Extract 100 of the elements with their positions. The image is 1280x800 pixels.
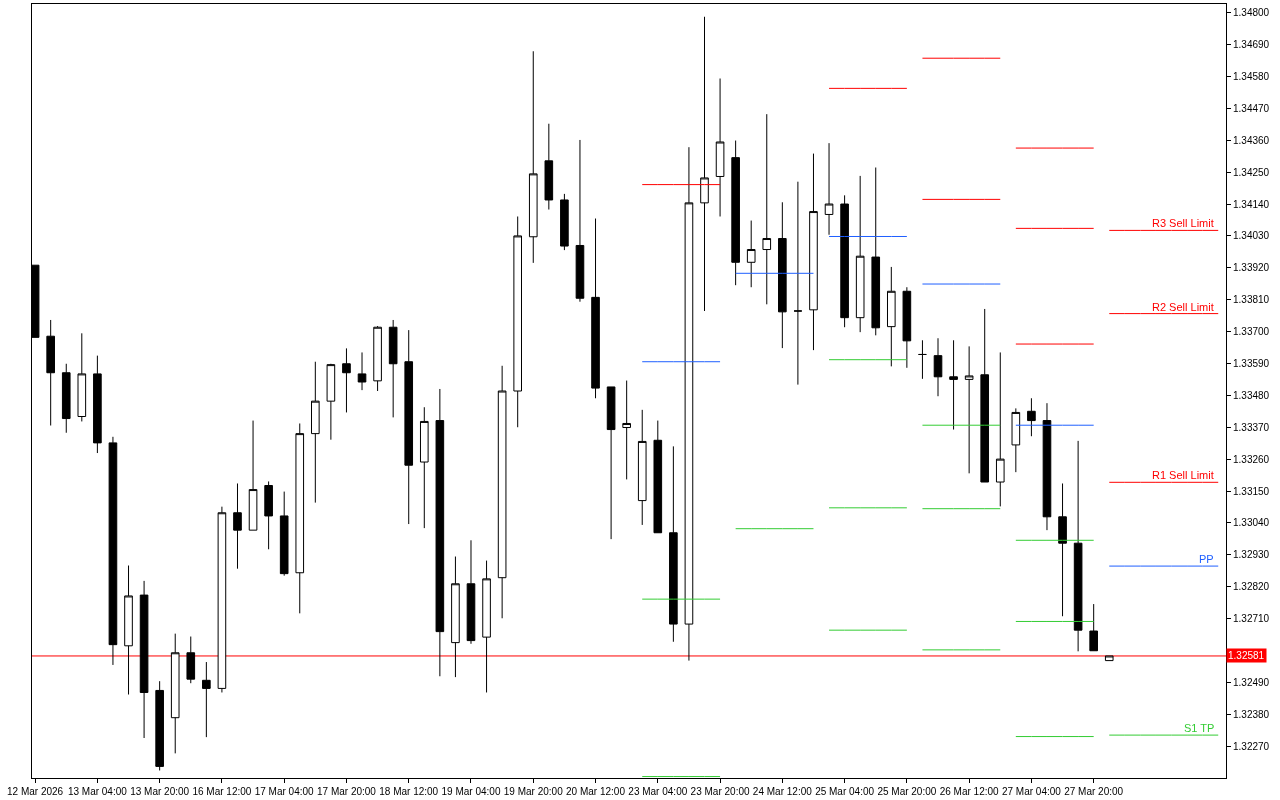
candlestick — [248, 420, 258, 531]
y-tick-label: 1.32490 — [1233, 676, 1270, 688]
y-tick-label: 1.34250 — [1233, 166, 1270, 178]
x-tick-label: 19 Mar 04:00 — [441, 786, 501, 797]
candlestick — [902, 286, 912, 369]
y-tick-label: 1.33370 — [1233, 421, 1270, 433]
candlestick — [404, 329, 414, 525]
ref-line-label: 1.32581 — [1228, 650, 1265, 661]
candlestick — [1104, 655, 1114, 662]
candlestick — [108, 436, 118, 666]
y-tick-label: 1.33700 — [1233, 326, 1270, 338]
candlestick — [326, 363, 336, 441]
y-tick-label: 1.34800 — [1233, 7, 1270, 19]
x-tick-label: 18 Mar 12:00 — [379, 786, 439, 797]
x-tick-label: 27 Mar 04:00 — [1001, 786, 1062, 797]
candlestick — [995, 351, 1005, 507]
y-tick-label: 1.32820 — [1233, 581, 1270, 593]
candlestick — [77, 332, 87, 422]
series-label: R3 Sell Limit — [1152, 217, 1214, 229]
candlestick — [1058, 482, 1067, 617]
x-tick-label: 25 Mar 04:00 — [815, 786, 875, 797]
candlestick — [357, 351, 367, 391]
candlestick — [871, 167, 881, 336]
candlestick — [217, 506, 227, 693]
candlestick — [497, 365, 507, 619]
candlestick — [949, 339, 958, 431]
x-tick-label: 13 Mar 20:00 — [130, 786, 190, 797]
candlestick — [264, 480, 273, 550]
candlestick — [544, 123, 554, 211]
y-tick-label: 1.34580 — [1233, 70, 1270, 82]
candlestick — [279, 491, 289, 577]
candlestick — [840, 194, 849, 328]
candlestick — [715, 78, 725, 217]
candlestick — [1027, 397, 1036, 437]
candlestick — [482, 560, 491, 693]
x-tick-label: 17 Mar 20:00 — [316, 786, 377, 797]
candlestick — [388, 319, 398, 418]
candlestick — [684, 146, 694, 662]
x-tick-label: 27 Mar 20:00 — [1064, 786, 1124, 797]
y-tick-label: 1.33260 — [1233, 453, 1270, 465]
candlestick — [46, 319, 55, 426]
y-tick-label: 1.33150 — [1233, 485, 1270, 497]
x-tick-label: 26 Mar 12:00 — [939, 786, 1000, 797]
candlestick — [61, 363, 71, 434]
candlestick — [575, 139, 585, 303]
candlestick — [746, 220, 756, 288]
x-tick-label: 20 Mar 12:00 — [566, 786, 626, 797]
candlestick — [1073, 440, 1083, 652]
x-tick-label: 17 Mar 04:00 — [254, 786, 315, 797]
y-tick-label: 1.33920 — [1233, 262, 1270, 274]
y-tick-label: 1.34690 — [1233, 39, 1270, 51]
candlestick — [809, 153, 818, 351]
candlestick — [669, 445, 678, 643]
series-label: PP — [1199, 553, 1214, 565]
candlestick — [311, 361, 320, 504]
y-tick-label: 1.33040 — [1233, 517, 1270, 529]
candlestick — [793, 181, 803, 386]
candlestick — [700, 16, 709, 312]
candlestick — [513, 215, 523, 428]
candlestick — [980, 308, 990, 483]
candlestick — [762, 113, 772, 305]
series-label: R2 Sell Limit — [1152, 301, 1214, 313]
candlestick — [124, 565, 133, 696]
candlestick — [419, 406, 429, 529]
y-tick-label: 1.34470 — [1233, 102, 1270, 114]
y-tick-label: 1.33810 — [1233, 294, 1270, 306]
candlestick — [373, 325, 382, 392]
series-label: S1 TP — [1184, 722, 1215, 734]
candlestick — [466, 539, 476, 645]
candlestick — [435, 388, 445, 677]
candlestick — [918, 339, 927, 380]
x-tick-label: 19 Mar 20:00 — [503, 786, 564, 797]
x-tick-label: 24 Mar 12:00 — [752, 786, 813, 797]
candlestick — [653, 420, 663, 534]
candlestick — [824, 142, 834, 236]
candlestick — [731, 140, 740, 286]
x-tick-label: 12 Mar 2026 — [7, 786, 64, 797]
candlestick — [451, 556, 460, 678]
y-tick-label: 1.32710 — [1233, 613, 1270, 625]
y-tick-label: 1.33480 — [1233, 389, 1270, 401]
candlestick — [295, 422, 305, 614]
y-tick-label: 1.34140 — [1233, 198, 1270, 210]
candlestick — [93, 355, 102, 454]
candlestick — [233, 482, 242, 570]
y-tick-label: 1.34030 — [1233, 230, 1270, 242]
candlestick — [964, 345, 974, 474]
candlestick — [139, 580, 149, 739]
candlestick — [528, 50, 538, 264]
y-tick-label: 1.33590 — [1233, 357, 1270, 369]
x-tick-label: 23 Mar 04:00 — [628, 786, 688, 797]
x-tick-label: 13 Mar 04:00 — [67, 786, 128, 797]
y-tick-label: 1.32380 — [1233, 708, 1270, 720]
y-tick-label: 1.34360 — [1233, 134, 1270, 146]
candlestick — [606, 386, 616, 540]
candlestick — [855, 175, 865, 333]
y-tick-label: 1.32270 — [1233, 740, 1270, 752]
candlestick — [342, 347, 351, 413]
candlestick — [637, 409, 647, 526]
candlestick — [186, 636, 196, 684]
candlestick — [155, 680, 164, 771]
